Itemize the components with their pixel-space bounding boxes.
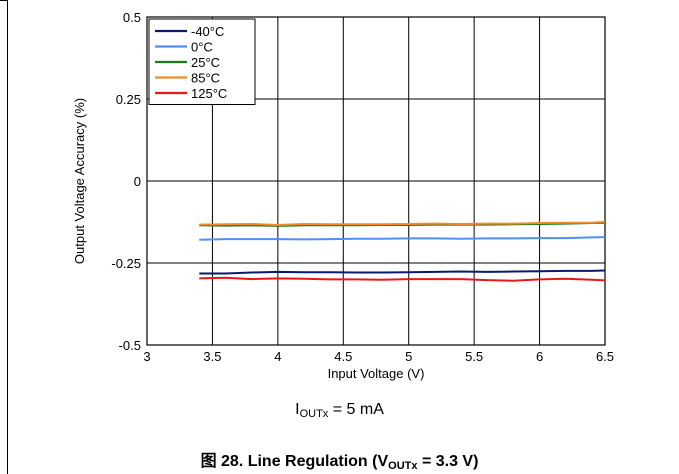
x-axis-ticks: 3 3.5 4 4.5 5 5.5 6 6.5 [143, 349, 614, 364]
caption-main: 图 28. Line Regulation (V [200, 453, 389, 470]
legend-label: 85°C [191, 71, 220, 86]
test-condition: IOUTx = 5 mA [0, 401, 679, 420]
condition-rest: = 5 mA [328, 401, 384, 418]
condition-sub: OUTx [299, 408, 329, 420]
x-tick-label: 6.5 [596, 349, 614, 364]
plot-area [146, 16, 606, 346]
series-line [199, 220, 606, 227]
page-border-top [0, 0, 8, 1]
legend-label: -40°C [191, 24, 224, 39]
page-border-left [7, 0, 8, 474]
x-tick-label: 6 [536, 349, 543, 364]
x-tick-label: 3 [143, 349, 150, 364]
y-axis-label: Output Voltage Accuracy (%) [72, 98, 87, 264]
legend-label: 0°C [191, 40, 213, 55]
grid-lines [147, 17, 605, 345]
series-layer [199, 220, 606, 282]
x-axis-label: Input Voltage (V) [328, 366, 425, 381]
x-tick-label: 5.5 [465, 349, 483, 364]
y-tick-label: 0 [134, 174, 141, 189]
x-tick-label: 5 [405, 349, 412, 364]
condition-main: I [295, 401, 300, 418]
caption-sub: OUTx [388, 460, 418, 472]
series-line [199, 269, 606, 275]
y-tick-label: -0.5 [119, 338, 141, 353]
x-tick-label: 4 [274, 349, 281, 364]
y-axis-ticks: 0.5 0.25 0 -0.25 -0.5 [111, 10, 141, 353]
line-chart: 3 3.5 4 4.5 5 5.5 6 6.5 0.5 0.25 0 -0.25 -0.5 Input… [72, 10, 614, 381]
series-line [199, 236, 606, 241]
series-line [199, 276, 606, 282]
legend-label: 125°C [191, 86, 227, 101]
x-tick-label: 4.5 [334, 349, 352, 364]
figure-caption: 图 28. Line Regulation (VOUTx = 3.3 V) [0, 447, 679, 472]
caption-rest: = 3.3 V) [417, 453, 479, 470]
y-tick-label: 0.5 [123, 10, 141, 25]
x-tick-label: 3.5 [203, 349, 221, 364]
y-tick-label: -0.25 [111, 256, 141, 271]
y-tick-label: 0.25 [116, 92, 141, 107]
legend-label: 25°C [191, 55, 220, 70]
